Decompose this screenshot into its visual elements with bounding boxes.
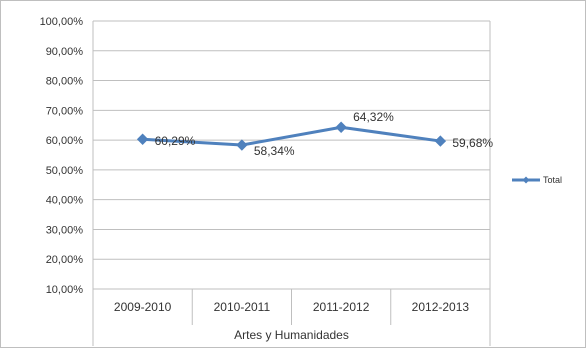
data-label: 59,68%	[452, 136, 493, 150]
x-group-label: Artes y Humanidades	[234, 328, 349, 342]
y-tick-label: 80,00%	[46, 76, 84, 88]
x-tick-label: 2012-2013	[412, 300, 470, 314]
x-tick-label: 2010-2011	[214, 300, 271, 314]
y-tick-label: 100,00%	[40, 16, 84, 28]
y-tick-label: 10,00%	[46, 284, 84, 296]
series-line-total	[142, 125, 441, 147]
y-tick-label: 30,00%	[46, 224, 84, 236]
label-layer: 60,29% 58,34% 64,32% 59,68%	[155, 110, 494, 158]
legend-marker-swatch	[522, 176, 530, 184]
data-label: 60,29%	[155, 134, 196, 148]
y-tick-label: 50,00%	[46, 165, 84, 177]
y-tick-label: 20,00%	[46, 254, 84, 266]
axis-layer: 10,00% 20,00% 30,00% 40,00% 50,00% 60,00% 70,0…	[40, 16, 491, 346]
data-label: 58,34%	[254, 144, 295, 158]
legend: Total	[512, 175, 562, 185]
data-point-marker	[236, 139, 248, 151]
legend-label-total: Total	[543, 175, 562, 185]
y-tick-label: 60,00%	[46, 135, 84, 147]
y-tick-label: 40,00%	[46, 195, 84, 207]
data-label: 64,32%	[353, 110, 394, 124]
y-tick-label: 70,00%	[46, 105, 84, 117]
y-tick-label: 90,00%	[46, 46, 84, 58]
data-point-marker	[335, 121, 347, 133]
x-tick-label: 2011-2012	[313, 300, 370, 314]
data-point-marker	[136, 133, 149, 145]
series-layer	[136, 121, 447, 151]
data-point-marker	[434, 135, 447, 147]
x-tick-label: 2009-2010	[114, 300, 172, 314]
